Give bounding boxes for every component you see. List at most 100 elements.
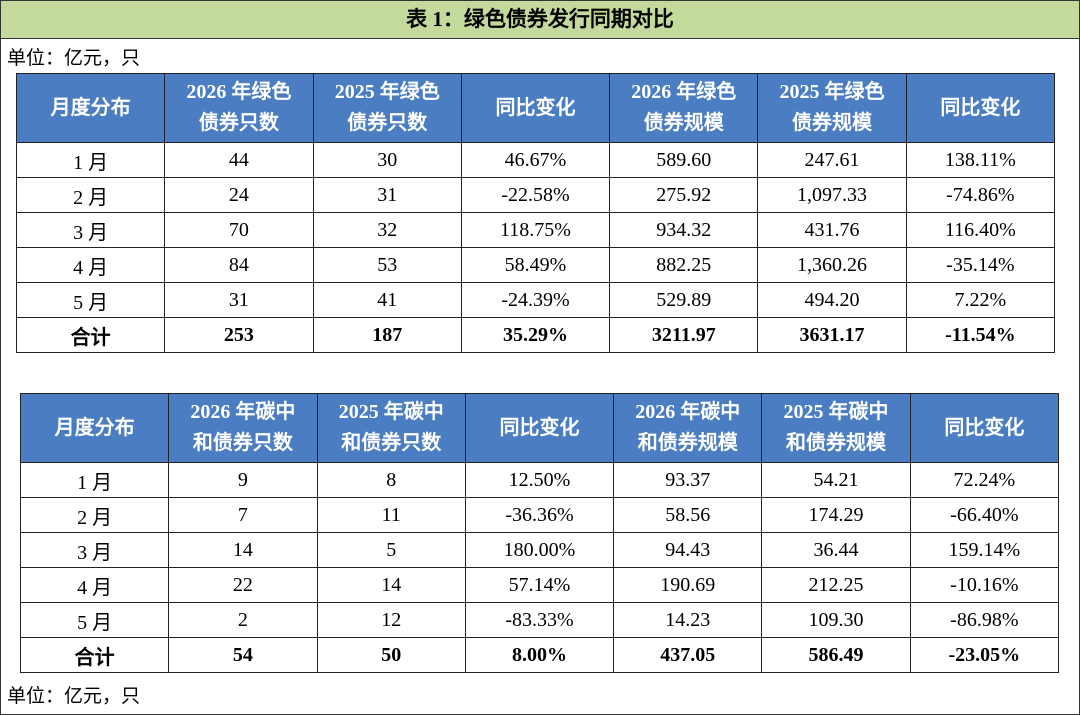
header-cell: 2025 年碳中 和债券规模	[761, 393, 911, 463]
table-row: 5 月 2 12 -83.33% 14.23 109.30 -86.98%	[19, 602, 1060, 638]
table-cell: -23.05%	[909, 637, 1060, 673]
table-row: 2 月 24 31 -22.58% 275.92 1,097.33 -74.86%	[15, 177, 1056, 213]
table-row: 合计 54 50 8.00% 437.05 586.49 -23.05%	[19, 637, 1060, 673]
table-cell: 41	[312, 282, 462, 318]
table-cell: 72.24%	[909, 462, 1060, 498]
header-line: 2026 年碳中	[190, 401, 296, 423]
table-cell: 70	[164, 212, 314, 248]
table-cell: 2	[168, 602, 318, 638]
table-cell: 4 月	[19, 567, 170, 603]
header-line: 和债券规模	[637, 432, 738, 454]
table-cell: 14	[168, 532, 318, 568]
table-cell: 180.00%	[464, 532, 615, 568]
header-cell: 2026 年绿色 债券规模	[609, 73, 759, 143]
header-cell: 2025 年碳中 和债券只数	[316, 393, 466, 463]
header-line: 2025 年绿色	[779, 81, 885, 103]
header-line: 和债券规模	[786, 432, 887, 454]
table-cell: 12	[316, 602, 466, 638]
table-cell: 36.44	[761, 532, 911, 568]
table-row: 2 月 7 11 -36.36% 58.56 174.29 -66.40%	[19, 497, 1060, 533]
header-cell: 月度分布	[15, 73, 166, 143]
table-cell: 5 月	[15, 282, 166, 318]
data-table: 月度分布 2026 年绿色 债券只数 2025 年绿色债券只数 同比变化 2026 年绿色…	[15, 73, 1056, 353]
table-cell: 3631.17	[757, 317, 907, 353]
table-cell: 8	[316, 462, 466, 498]
table-cell: 12.50%	[464, 462, 615, 498]
table-cell: 54	[168, 637, 318, 673]
header-line: 2025 年碳中	[338, 401, 444, 423]
header-line: 和债券只数	[192, 432, 293, 454]
header-cell: 同比变化	[909, 393, 1060, 463]
header-cell: 2025 年绿色 债券规模	[757, 73, 907, 143]
table-cell: 46.67%	[460, 142, 611, 178]
table-cell: 247.61	[757, 142, 907, 178]
table-cell: 586.49	[761, 637, 911, 673]
table-cell: 1,360.26	[757, 247, 907, 283]
table-cell: 529.89	[609, 282, 759, 318]
table-cell: 22	[168, 567, 318, 603]
header-line: 同比变化	[940, 96, 1021, 119]
table-row: 合计 253 187 35.29% 3211.97 3631.17 -11.54%	[15, 317, 1056, 353]
header-cell: 同比变化	[464, 393, 615, 463]
table-cell: 14	[316, 567, 466, 603]
table-cell: 93.37	[613, 462, 763, 498]
table-cell: 494.20	[757, 282, 907, 318]
table-cell: 31	[312, 177, 462, 213]
table-cell: 1,097.33	[757, 177, 907, 213]
table-cell: 275.92	[609, 177, 759, 213]
table-cell: 32	[312, 212, 462, 248]
header-line: 债券规模	[643, 112, 724, 134]
table-cell: 187	[312, 317, 462, 353]
table-row: 4 月 22 14 57.14% 190.69 212.25 -10.16%	[19, 567, 1060, 603]
table-cell: 5 月	[19, 602, 170, 638]
header-line: 月度分布	[50, 96, 131, 119]
table-cell: 138.11%	[905, 142, 1056, 178]
table-cell: 253	[164, 317, 314, 353]
table-cell: 14.23	[613, 602, 763, 638]
table-cell: 合计	[15, 317, 166, 353]
header-cell: 2026 年碳中 和债券只数	[168, 393, 318, 463]
table-cell: 3 月	[15, 212, 166, 248]
table-cell: 24	[164, 177, 314, 213]
table-cell: 7	[168, 497, 318, 533]
table-cell: 589.60	[609, 142, 759, 178]
table-cell: 5	[316, 532, 466, 568]
header-line: 债券只数	[198, 112, 279, 134]
unit-note: 单位：亿元，只	[7, 48, 141, 69]
table-cell: 159.14%	[909, 532, 1060, 568]
table-cell: 57.14%	[464, 567, 615, 603]
header-cell: 2026 年碳中 和债券规模	[613, 393, 763, 463]
table-row: 5 月 31 41 -24.39% 529.89 494.20 7.22%	[15, 282, 1056, 318]
table-cell: 174.29	[761, 497, 911, 533]
header-line: 同比变化	[944, 416, 1025, 439]
header-line: 2026 年碳中	[635, 401, 741, 423]
table-cell: 84	[164, 247, 314, 283]
table-cell: 35.29%	[460, 317, 611, 353]
table-cell: 9	[168, 462, 318, 498]
table-cell: 50	[316, 637, 466, 673]
table-row: 4 月 84 53 58.49% 882.25 1,360.26 -35.14%	[15, 247, 1056, 283]
table-cell: 2 月	[15, 177, 166, 213]
table-cell: -11.54%	[905, 317, 1056, 353]
table-cell: 212.25	[761, 567, 911, 603]
table-cell: 合计	[19, 637, 170, 673]
table-cell: 94.43	[613, 532, 763, 568]
table-cell: -10.16%	[909, 567, 1060, 603]
table-cell: 31	[164, 282, 314, 318]
table-cell: 190.69	[613, 567, 763, 603]
unit-note: 单位：亿元，只	[7, 686, 141, 707]
table-cell: -66.40%	[909, 497, 1060, 533]
table-cell: 3 月	[19, 532, 170, 568]
header-line: 2025 年碳中	[783, 401, 889, 423]
header-cell: 2026 年绿色 债券只数	[164, 73, 314, 143]
table-cell: 7.22%	[905, 282, 1056, 318]
header-line: 月度分布	[54, 416, 135, 439]
table-cell: -83.33%	[464, 602, 615, 638]
table-cell: 431.76	[757, 212, 907, 248]
table-cell: -22.58%	[460, 177, 611, 213]
table-cell: -86.98%	[909, 602, 1060, 638]
table-cell: 58.56	[613, 497, 763, 533]
header-row: 月度分布 2026 年碳中 和债券只数 2025 年碳中 和债券只数 同比变化 2026 年…	[19, 393, 1060, 463]
table-cell: 437.05	[613, 637, 763, 673]
